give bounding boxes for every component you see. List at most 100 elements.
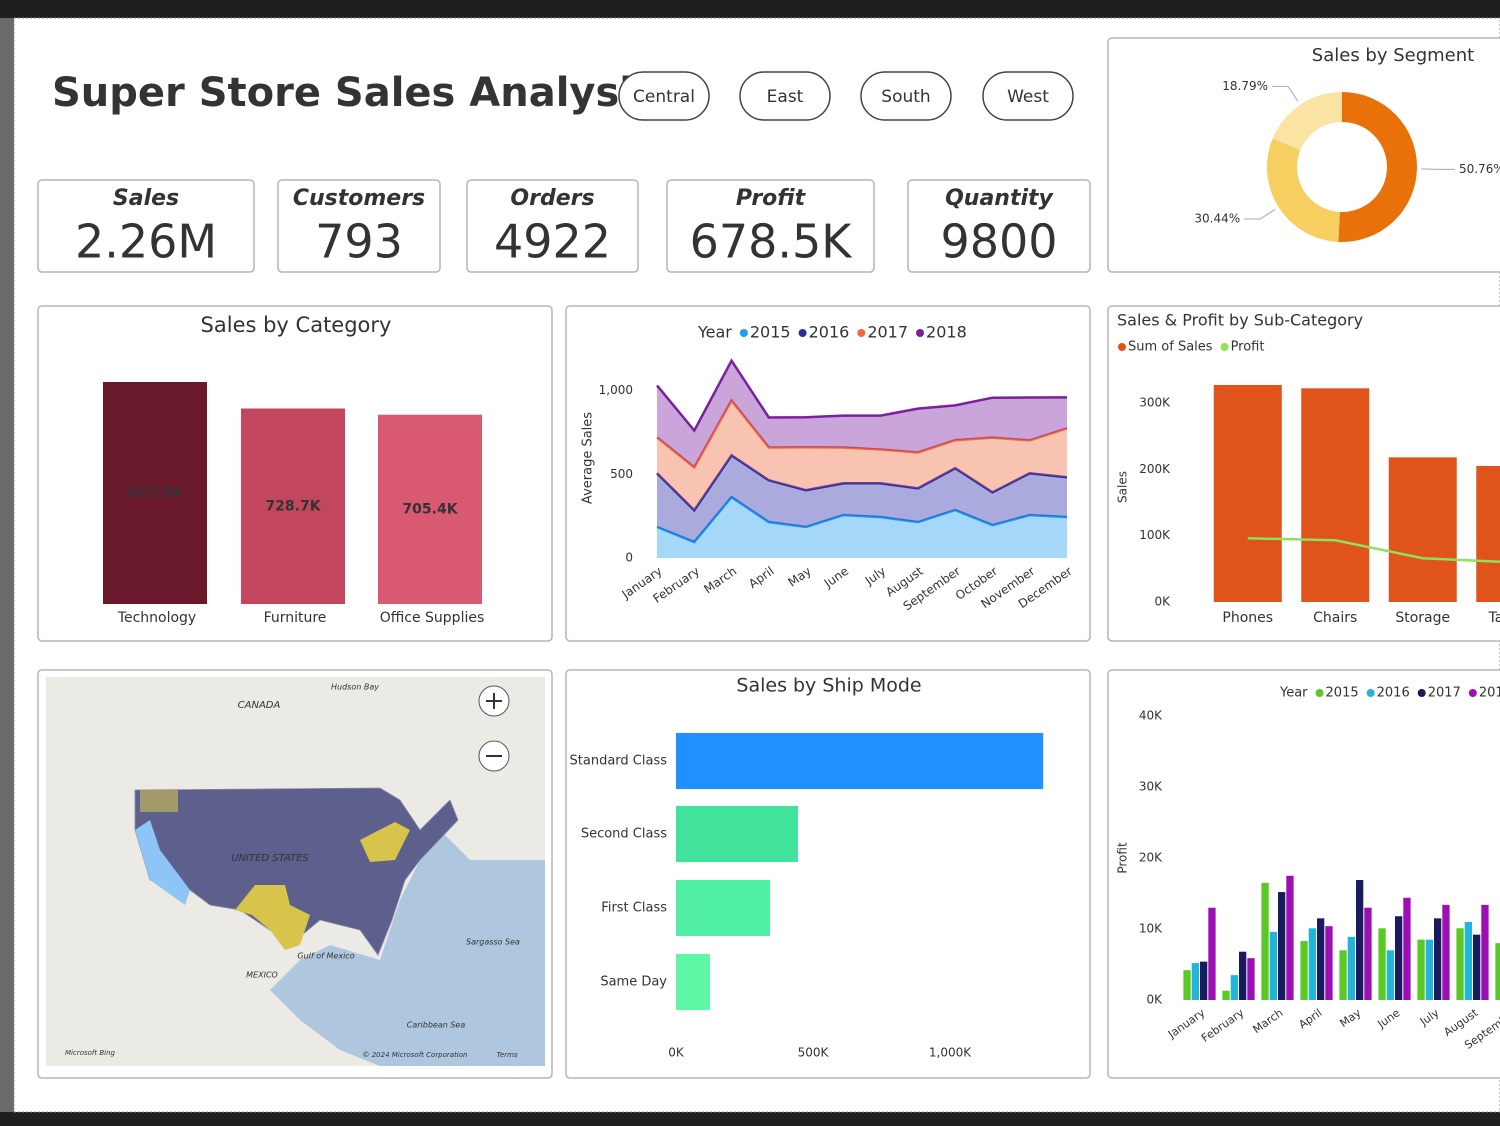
legend-label: 2016: [1377, 686, 1410, 701]
chart-title: Sales by Category: [201, 313, 392, 337]
bar: [1481, 904, 1489, 1000]
new-york: [360, 822, 410, 862]
x-tick-label: Furniture: [264, 610, 327, 626]
legend-marker: [739, 329, 748, 337]
area-band: [657, 360, 1067, 468]
legend-label: 2018: [926, 323, 967, 342]
area-line: [656, 495, 1068, 544]
bar: [1495, 943, 1500, 1000]
filter-label[interactable]: East: [767, 87, 804, 107]
kpi-label: Customers: [293, 186, 425, 211]
bar: [1442, 904, 1450, 1000]
y-axis-label: Profit: [1116, 842, 1130, 874]
filter-label[interactable]: South: [881, 87, 930, 107]
x-tick-label: 1,000K: [929, 1046, 972, 1060]
bar: [1269, 931, 1277, 1000]
bar: [1301, 388, 1370, 602]
data-label: 30.44%: [1194, 212, 1240, 226]
x-tick-label: Storage: [1395, 610, 1450, 626]
legend-marker: [1468, 689, 1477, 697]
y-tick-label: Second Class: [581, 827, 667, 842]
bar: [1473, 934, 1481, 1000]
bar: [1286, 875, 1294, 1000]
kpi-card: [907, 179, 1091, 273]
bar: [1464, 921, 1472, 1000]
bar: [1261, 882, 1269, 1000]
donut-segment: [1338, 92, 1417, 242]
legend-label: 2018: [1479, 686, 1500, 701]
kpi-card: [666, 179, 875, 273]
legend-marker: [1366, 689, 1375, 697]
bar: [1388, 457, 1457, 602]
bar: [1278, 892, 1286, 1000]
legend-label: Sum of Sales: [1128, 340, 1213, 355]
map-label: Microsoft Bing: [65, 1049, 116, 1057]
area-band: [657, 455, 1067, 543]
bar: [1378, 928, 1386, 1000]
area-line: [656, 453, 1068, 513]
area-band: [657, 497, 1067, 558]
bar: [1230, 975, 1238, 1000]
y-tick-label: 0K: [1146, 993, 1163, 1007]
chart-title: Sales by Ship Mode: [736, 675, 921, 697]
kpi-card: [466, 179, 639, 273]
bar: [1356, 880, 1364, 1000]
legend-label: 2015: [750, 323, 791, 342]
map-label: Caribbean Sea: [407, 1021, 466, 1030]
washington: [140, 790, 178, 812]
map-label: UNITED STATES: [231, 853, 309, 864]
kpi-value: 4922: [494, 215, 611, 269]
bar: [1425, 939, 1433, 1000]
bar: [676, 733, 1044, 789]
donut-segment: [1272, 92, 1342, 150]
kpi-value: 2.26M: [75, 215, 217, 269]
x-tick-label: 500K: [798, 1046, 830, 1060]
bar: [1191, 963, 1199, 1000]
bar: [676, 954, 710, 1010]
bar: [1213, 384, 1282, 602]
line: [1247, 537, 1500, 563]
y-tick-label: 0K: [1154, 595, 1171, 609]
x-tick-label: Chairs: [1313, 610, 1357, 626]
leader-line: [1244, 208, 1276, 220]
filter-button[interactable]: [618, 71, 710, 121]
zoom-in-icon: [486, 693, 502, 709]
map-label: © 2024 Microsoft Corporation: [363, 1051, 468, 1059]
legend-marker: [1220, 343, 1229, 351]
kpi-label: Quantity: [945, 186, 1054, 211]
panel: [565, 305, 1091, 642]
x-tick-label: Office Supplies: [380, 610, 485, 626]
kpi-label: Sales: [113, 186, 179, 211]
map-label: Gulf of Mexico: [297, 952, 354, 961]
bar: [1417, 939, 1425, 1000]
bar: [1208, 907, 1216, 1000]
california: [135, 820, 190, 905]
bar: [676, 880, 770, 936]
bar: [1247, 958, 1255, 1000]
bar: [1300, 941, 1308, 1000]
filter-button[interactable]: [982, 71, 1074, 121]
bar: [1403, 897, 1411, 1000]
bar: [103, 382, 207, 604]
y-tick-label: 10K: [1139, 922, 1163, 936]
legend-marker: [1118, 343, 1126, 351]
bar: [1222, 990, 1230, 1000]
bar: [1317, 918, 1325, 1000]
bar: [1200, 961, 1208, 1000]
y-tick-label: Standard Class: [570, 754, 668, 769]
usa: [134, 787, 459, 956]
filter-label[interactable]: West: [1007, 87, 1049, 107]
legend-marker: [857, 329, 866, 337]
filter-button[interactable]: [860, 71, 952, 121]
legend-marker: [1315, 689, 1324, 697]
filter-label[interactable]: Central: [633, 87, 695, 107]
side-strip: [0, 18, 14, 1112]
area-line: [656, 398, 1068, 470]
bar: [1339, 950, 1347, 1000]
data-label: 728.7K: [265, 498, 321, 514]
x-tick-label: 0K: [668, 1046, 685, 1060]
kpi-card: [277, 179, 441, 273]
kpi-label: Orders: [510, 186, 594, 211]
filter-button[interactable]: [739, 71, 831, 121]
map-label: Hudson Bay: [331, 683, 379, 692]
